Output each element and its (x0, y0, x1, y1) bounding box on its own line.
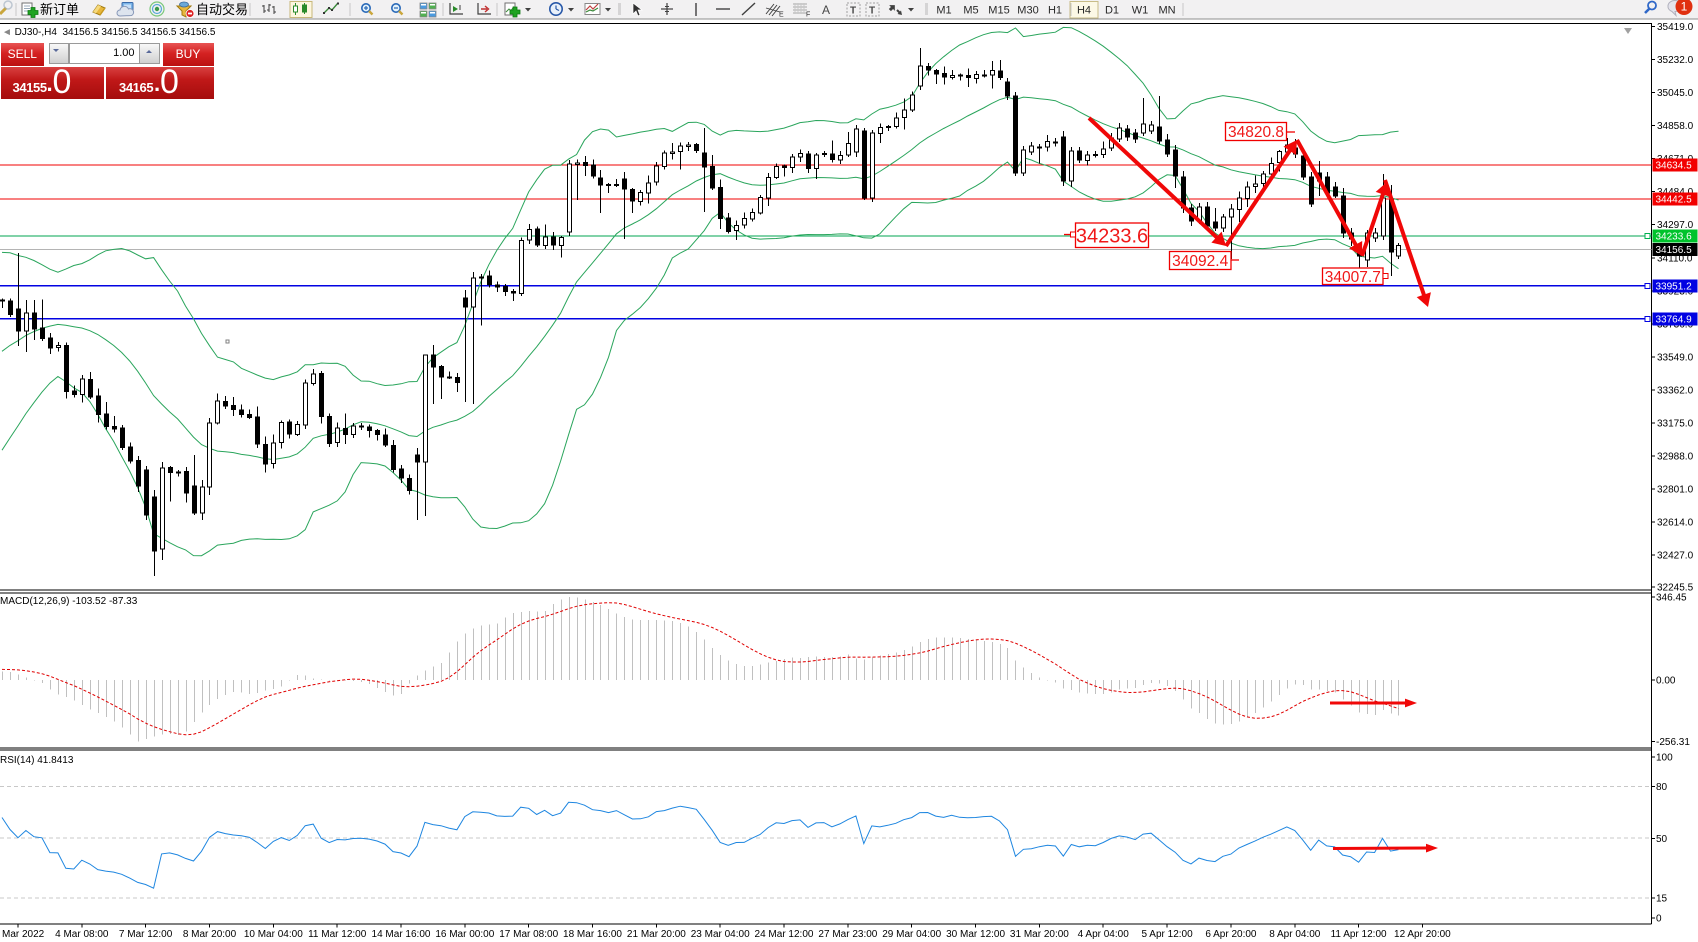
svg-text:34110.0: 34110.0 (1657, 253, 1693, 264)
svg-text:29 Mar 04:00: 29 Mar 04:00 (882, 929, 941, 940)
svg-text:H4: H4 (1077, 5, 1091, 17)
svg-text:35419.0: 35419.0 (1657, 22, 1694, 33)
svg-text:35045.0: 35045.0 (1657, 88, 1694, 99)
svg-text:16 Mar 00:00: 16 Mar 00:00 (435, 929, 494, 940)
svg-text:34092.4: 34092.4 (1172, 253, 1228, 270)
svg-text:32988.0: 32988.0 (1657, 452, 1694, 463)
svg-text:10 Mar 04:00: 10 Mar 04:00 (244, 929, 303, 940)
svg-text:31 Mar 20:00: 31 Mar 20:00 (1010, 929, 1069, 940)
svg-text:33362.0: 33362.0 (1657, 386, 1694, 397)
svg-text:自动交易: 自动交易 (196, 2, 248, 17)
svg-text:17 Mar 08:00: 17 Mar 08:00 (499, 929, 558, 940)
svg-text:MN: MN (1158, 5, 1175, 17)
svg-text:14 Mar 16:00: 14 Mar 16:00 (372, 929, 431, 940)
svg-text:11 Mar 12:00: 11 Mar 12:00 (308, 929, 367, 940)
svg-text:18 Mar 16:00: 18 Mar 16:00 (563, 929, 622, 940)
svg-text:34442.5: 34442.5 (1656, 195, 1693, 206)
svg-text:1: 1 (1681, 0, 1688, 14)
svg-text:H1: H1 (1048, 5, 1062, 17)
svg-text:50: 50 (1656, 834, 1668, 845)
svg-text:F: F (806, 12, 810, 19)
svg-text:11 Apr 12:00: 11 Apr 12:00 (1331, 929, 1387, 940)
svg-text:M30: M30 (1017, 5, 1038, 17)
svg-text:80: 80 (1656, 782, 1668, 793)
svg-text:24 Mar 12:00: 24 Mar 12:00 (755, 929, 814, 940)
svg-text:32245.5: 32245.5 (1657, 583, 1694, 594)
svg-text:0: 0 (1656, 913, 1662, 924)
svg-text:7 Mar 12:00: 7 Mar 12:00 (119, 929, 173, 940)
svg-text:100: 100 (1656, 753, 1673, 764)
svg-text:33549.0: 33549.0 (1657, 352, 1694, 363)
svg-text:E: E (779, 12, 784, 19)
svg-text:新订单: 新订单 (40, 2, 79, 17)
svg-text:32427.0: 32427.0 (1657, 551, 1694, 562)
svg-text:8 Mar 20:00: 8 Mar 20:00 (183, 929, 237, 940)
svg-text:T: T (850, 6, 856, 17)
svg-text:15: 15 (1656, 894, 1668, 905)
svg-text:M15: M15 (988, 5, 1009, 17)
svg-text:34007.7: 34007.7 (1325, 269, 1381, 286)
svg-text:23 Mar 04:00: 23 Mar 04:00 (691, 929, 750, 940)
svg-text:21 Mar 20:00: 21 Mar 20:00 (627, 929, 686, 940)
svg-text:M1: M1 (936, 5, 951, 17)
svg-text:30 Mar 12:00: 30 Mar 12:00 (946, 929, 1005, 940)
svg-text:5 Apr 12:00: 5 Apr 12:00 (1142, 929, 1194, 940)
svg-text:Mar 2022: Mar 2022 (2, 929, 45, 940)
svg-text:32801.0: 32801.0 (1657, 485, 1694, 496)
svg-text:34820.8: 34820.8 (1228, 124, 1284, 141)
svg-text:-256.31: -256.31 (1656, 737, 1690, 748)
svg-text:27 Mar 23:00: 27 Mar 23:00 (818, 929, 877, 940)
svg-text:W1: W1 (1132, 5, 1149, 17)
svg-text:8 Apr 04:00: 8 Apr 04:00 (1269, 929, 1321, 940)
svg-text:33175.0: 33175.0 (1657, 419, 1694, 430)
svg-text:12 Apr 20:00: 12 Apr 20:00 (1394, 929, 1451, 940)
svg-text:4 Apr 04:00: 4 Apr 04:00 (1078, 929, 1130, 940)
svg-text:4 Mar 08:00: 4 Mar 08:00 (55, 929, 109, 940)
svg-text:RSI(14) 41.8413: RSI(14) 41.8413 (0, 755, 74, 766)
svg-text:MACD(12,26,9) -103.52 -87.33: MACD(12,26,9) -103.52 -87.33 (0, 596, 138, 607)
svg-text:32614.0: 32614.0 (1657, 518, 1694, 529)
svg-text:0.00: 0.00 (1656, 676, 1676, 687)
svg-text:34233.6: 34233.6 (1076, 225, 1148, 247)
svg-text:33764.9: 33764.9 (1656, 314, 1693, 325)
svg-text:6 Apr 20:00: 6 Apr 20:00 (1205, 929, 1257, 940)
svg-text:34858.0: 34858.0 (1657, 121, 1694, 132)
svg-text:M5: M5 (963, 5, 978, 17)
svg-text:34233.6: 34233.6 (1656, 232, 1693, 243)
svg-text:35232.0: 35232.0 (1657, 55, 1694, 66)
svg-text:T: T (869, 6, 875, 17)
svg-text:D1: D1 (1105, 5, 1119, 17)
svg-text:34297.0: 34297.0 (1657, 220, 1694, 231)
svg-text:A: A (822, 3, 830, 17)
svg-text:34634.5: 34634.5 (1656, 161, 1693, 172)
svg-text:346.45: 346.45 (1656, 593, 1687, 604)
svg-text:34156.5: 34156.5 (1656, 245, 1693, 256)
svg-text:33951.2: 33951.2 (1656, 281, 1693, 292)
